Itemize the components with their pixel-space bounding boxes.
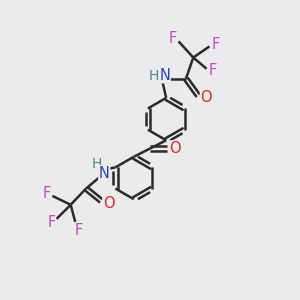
Text: F: F [75, 223, 83, 238]
Text: H: H [92, 157, 102, 171]
Text: F: F [42, 186, 51, 201]
Text: F: F [47, 215, 56, 230]
Text: O: O [200, 90, 212, 105]
Text: F: F [209, 63, 217, 78]
Text: F: F [211, 38, 220, 52]
Text: N: N [159, 68, 170, 83]
Text: O: O [103, 196, 115, 211]
Text: N: N [99, 166, 110, 181]
Text: H: H [148, 69, 159, 83]
Text: F: F [169, 31, 177, 46]
Text: O: O [169, 141, 181, 156]
